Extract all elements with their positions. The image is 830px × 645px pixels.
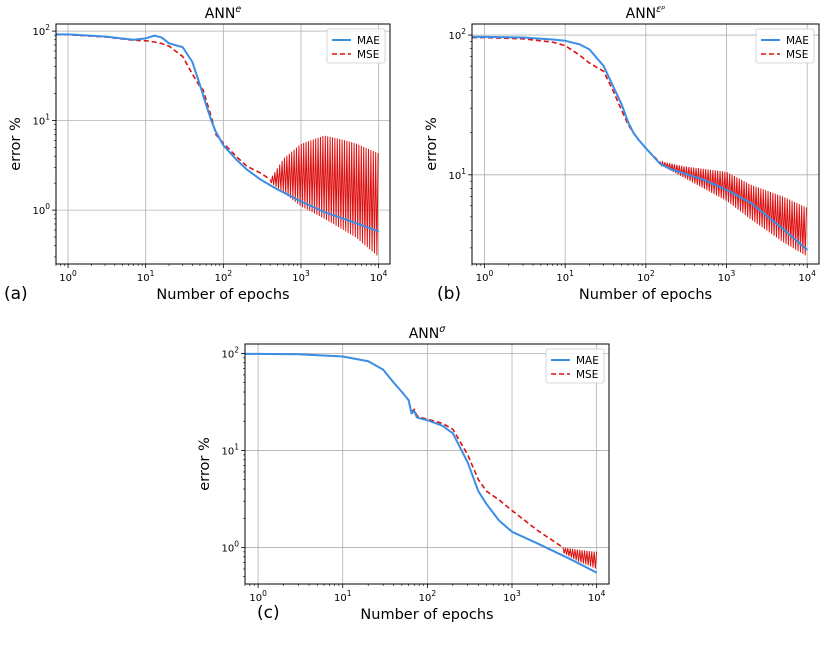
x-axis-label: Number of epochs bbox=[156, 287, 289, 303]
legend-label-mae: MAE bbox=[786, 35, 809, 47]
x-tick-label: 101 bbox=[334, 589, 352, 604]
legend-label-mse: MSE bbox=[576, 369, 598, 381]
y-tick-label: 101 bbox=[221, 442, 239, 457]
legend: MAE MSE bbox=[755, 28, 815, 64]
series-oscillation-mse bbox=[562, 547, 598, 569]
panel-label-a: (a) bbox=[4, 284, 28, 304]
legend-label-mse: MSE bbox=[786, 49, 808, 61]
legend-label-mae: MAE bbox=[576, 355, 599, 367]
y-tick-label: 102 bbox=[221, 345, 239, 360]
series-oscillation-mse bbox=[659, 159, 807, 256]
x-axis-label: Number of epochs bbox=[360, 607, 493, 623]
x-tick-label: 103 bbox=[718, 269, 736, 284]
x-tick-label: 100 bbox=[59, 269, 77, 284]
x-tick-label: 102 bbox=[637, 269, 655, 284]
x-tick-label: 103 bbox=[292, 269, 310, 284]
legend-label-mse: MSE bbox=[357, 49, 379, 61]
y-tick-label: 101 bbox=[448, 167, 466, 182]
x-tick-label: 104 bbox=[370, 269, 388, 284]
x-tick-label: 101 bbox=[137, 269, 155, 284]
chart-panel-c: 100 101 102 103 104 100 101 102 ANNσ Number of ep… bbox=[197, 324, 610, 623]
y-axis-label: error % bbox=[197, 437, 213, 491]
y-axis-label: error % bbox=[424, 117, 440, 171]
y-tick-label: 100 bbox=[32, 202, 50, 217]
y-axis-label: error % bbox=[8, 117, 24, 171]
series-line-mae bbox=[56, 33, 379, 233]
chart-title: ANNεᵖ bbox=[626, 4, 666, 22]
y-tick-label: 101 bbox=[32, 113, 50, 128]
x-tick-label: 100 bbox=[249, 589, 267, 604]
x-tick-label: 100 bbox=[476, 269, 494, 284]
x-tick-label: 102 bbox=[215, 269, 233, 284]
series-line-mse bbox=[56, 33, 271, 181]
x-tick-label: 102 bbox=[419, 589, 437, 604]
x-tick-label: 104 bbox=[798, 269, 816, 284]
plot-area bbox=[56, 33, 379, 256]
plot-area bbox=[245, 352, 598, 574]
y-tick-label: 102 bbox=[32, 23, 50, 38]
x-tick-label: 104 bbox=[588, 589, 606, 604]
panel-label-c: (c) bbox=[257, 603, 280, 623]
legend: MAE MSE bbox=[545, 348, 605, 384]
x-tick-label: 103 bbox=[503, 589, 521, 604]
chart-panel-b: 100 101 102 103 104 101 102 ANNεᵖ Number of epoc… bbox=[424, 4, 820, 303]
y-tick-label: 100 bbox=[221, 539, 239, 554]
series-line-mae bbox=[472, 35, 808, 251]
chart-panel-a: 100 101 102 103 104 100 101 102 ANNe Number of ep… bbox=[8, 4, 391, 303]
legend: MAE MSE bbox=[326, 28, 386, 64]
series-oscillation-mse bbox=[269, 135, 379, 256]
legend-label-mae: MAE bbox=[357, 35, 380, 47]
chart-title: ANNσ bbox=[409, 324, 447, 342]
plot-area bbox=[472, 35, 808, 256]
series-line-mse bbox=[472, 36, 661, 164]
chart-title: ANNe bbox=[205, 4, 242, 22]
y-tick-label: 102 bbox=[448, 27, 466, 42]
series-line-mae bbox=[245, 352, 598, 574]
panel-label-b: (b) bbox=[437, 284, 462, 304]
x-tick-label: 101 bbox=[556, 269, 574, 284]
x-axis-label: Number of epochs bbox=[579, 287, 712, 303]
